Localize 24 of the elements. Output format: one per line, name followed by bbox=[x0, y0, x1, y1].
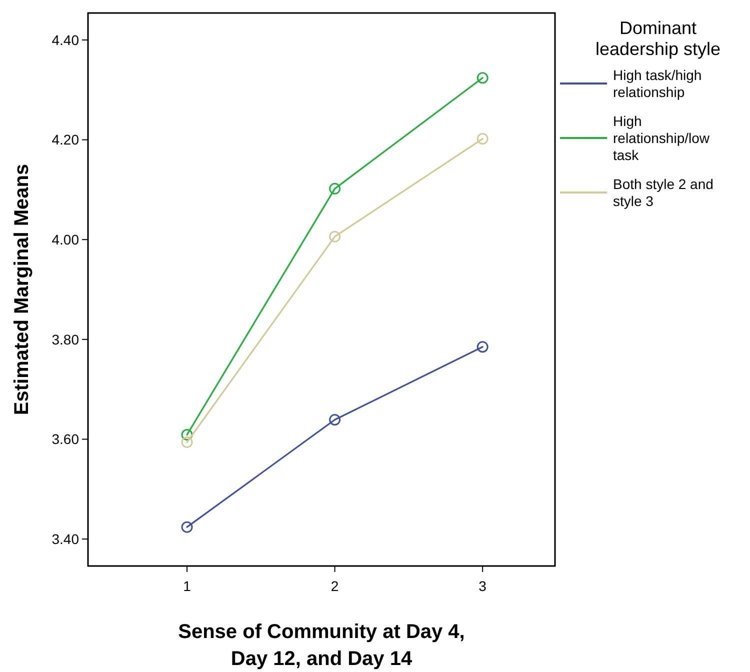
y-tick-label: 3.80 bbox=[52, 331, 80, 348]
point bbox=[329, 182, 341, 194]
legend-label: High relationship/low task bbox=[613, 113, 710, 163]
legend-title: Dominant leadership style bbox=[595, 18, 721, 59]
legend-label: High task/high relationship bbox=[613, 67, 702, 100]
x-tick-label: 3 bbox=[478, 578, 487, 594]
point bbox=[329, 414, 341, 426]
y-tick-label: 4.00 bbox=[52, 231, 80, 248]
y-tick-label: 4.40 bbox=[52, 32, 80, 48]
x-tick-label: 1 bbox=[183, 578, 192, 594]
x-tick-label: 2 bbox=[330, 578, 339, 594]
point bbox=[329, 230, 341, 242]
point bbox=[181, 521, 193, 533]
point bbox=[181, 436, 193, 448]
legend-label: Both style 2 and style 3 bbox=[613, 176, 714, 209]
point bbox=[476, 341, 488, 353]
y-tick-label: 3.60 bbox=[52, 431, 80, 448]
y-tick-label: 3.40 bbox=[52, 530, 80, 547]
point bbox=[476, 72, 488, 84]
y-axis-title: Estimated Marginal Means bbox=[11, 164, 33, 416]
point bbox=[476, 133, 488, 145]
y-tick-label: 4.20 bbox=[52, 132, 80, 148]
point bbox=[181, 428, 193, 440]
x-axis-title: Sense of Community at Day 4, Day 12, and Day 14 bbox=[178, 621, 465, 670]
